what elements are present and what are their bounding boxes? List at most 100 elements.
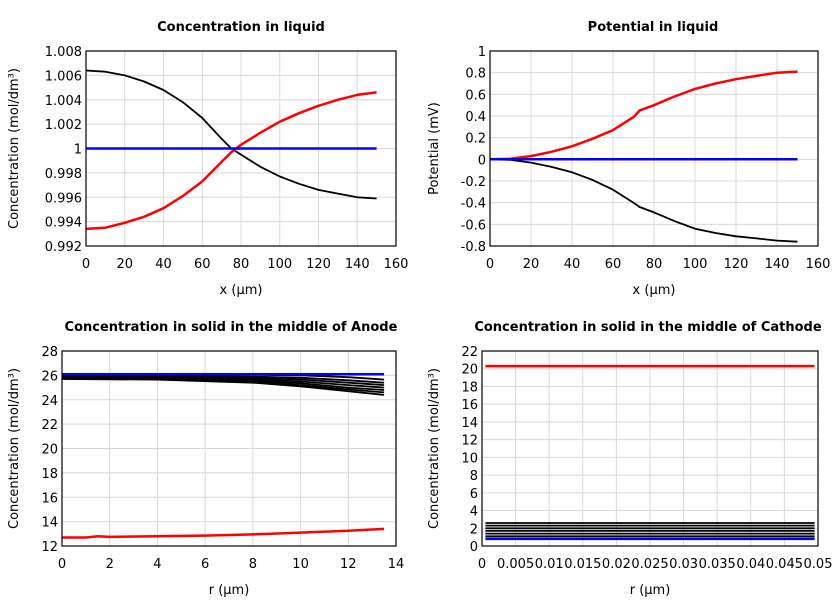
- subplot-3: 0 2 4 6 8 10 12 14121416182022242628Concentrati…: [7, 320, 404, 598]
- y-tick-label: 14: [461, 416, 478, 431]
- y-tick-label: 20: [461, 363, 478, 378]
- y-tick-label: 28: [41, 345, 58, 360]
- x-tick-label: 40: [155, 257, 172, 272]
- y-tick-label: 2: [470, 522, 478, 537]
- x-tick-label: 0: [486, 257, 494, 272]
- x-tick-label: 0.02: [602, 557, 631, 572]
- x-tick-label: 160: [806, 257, 831, 272]
- y-tick-label: 0.6: [465, 88, 486, 103]
- y-tick-label: 18: [461, 380, 478, 395]
- y-tick-label: -0.6: [461, 218, 486, 233]
- y-tick-label: 1.002: [45, 118, 82, 133]
- plot-frame: [489, 50, 819, 247]
- y-tick-label: 10: [461, 451, 478, 466]
- series-line-1: [85, 69, 377, 200]
- x-axis-label: r (µm): [630, 583, 671, 598]
- x-tick-label: 140: [345, 257, 370, 272]
- x-tick-label: 140: [765, 257, 790, 272]
- y-tick-label: 22: [41, 418, 58, 433]
- y-tick-label: -0.4: [461, 197, 486, 212]
- series-line-2: [85, 91, 377, 231]
- x-tick-label: 0: [478, 557, 486, 572]
- x-tick-label: 60: [605, 257, 622, 272]
- x-tick-label: 0.005: [497, 557, 534, 572]
- x-tick-label: 80: [233, 257, 250, 272]
- y-axis-label: Concentration (mol/dm³): [7, 368, 22, 529]
- series-line-2: [489, 158, 798, 243]
- y-tick-label: 0.996: [45, 191, 82, 206]
- y-tick-label: 0.998: [45, 167, 82, 182]
- x-tick-label: 10: [292, 557, 309, 572]
- chart-title: Potential in liquid: [588, 20, 719, 35]
- y-tick-label: 1.006: [45, 69, 82, 84]
- x-tick-label: 100: [267, 257, 292, 272]
- chart-title: Concentration in solid in the middle of …: [474, 320, 822, 335]
- y-tick-label: 18: [41, 467, 58, 482]
- y-tick-label: 0.994: [45, 216, 82, 231]
- y-tick-label: 1.004: [45, 94, 82, 109]
- x-tick-label: 20: [523, 257, 540, 272]
- chart-title: Concentration in solid in the middle of …: [65, 320, 398, 335]
- subplot-2: 0 20 40 60 80 100 120 140 160 -0.8 -0.6 -0.4 -0.2 0 0.…: [427, 20, 830, 298]
- y-tick-label: 1: [478, 45, 486, 60]
- x-axis-label: r (µm): [209, 583, 250, 598]
- y-tick-label: 6: [470, 487, 478, 502]
- y-tick-label: 20: [41, 443, 58, 458]
- y-tick-label: 12: [41, 540, 58, 555]
- plot-frame: [61, 350, 397, 547]
- x-tick-label: 2: [106, 557, 114, 572]
- y-tick-label: 0: [470, 540, 478, 555]
- x-tick-label: 12: [340, 557, 357, 572]
- x-tick-label: 8: [249, 557, 257, 572]
- x-axis-label: x (µm): [633, 283, 676, 298]
- plot-frame: [481, 350, 819, 547]
- x-tick-label: 0.035: [699, 557, 736, 572]
- y-tick-label: 26: [41, 369, 58, 384]
- y-tick-label: 14: [41, 516, 58, 531]
- x-tick-label: 6: [201, 557, 209, 572]
- x-tick-label: 4: [153, 557, 161, 572]
- x-tick-label: 40: [564, 257, 581, 272]
- x-tick-label: 0.045: [766, 557, 803, 572]
- y-tick-label: 0.2: [465, 132, 486, 147]
- y-tick-label: 0.4: [465, 110, 486, 125]
- x-tick-label: 14: [388, 557, 405, 572]
- y-axis-label: Concentration (mol/dm³): [427, 368, 442, 529]
- x-tick-label: 0.015: [564, 557, 601, 572]
- series-line-1: [489, 70, 798, 161]
- x-tick-label: 120: [306, 257, 331, 272]
- subplot-4: 0 0.005 0.01 0.015 0.02 0.025 0.03 0.035 0.04 0.0…: [427, 320, 832, 598]
- plot-frame: [85, 50, 397, 247]
- series-line-9: [62, 527, 385, 539]
- x-tick-label: 0.03: [669, 557, 698, 572]
- y-tick-label: 0: [478, 153, 486, 168]
- x-tick-label: 60: [194, 257, 211, 272]
- x-tick-label: 0.025: [631, 557, 668, 572]
- y-tick-label: 4: [470, 505, 478, 520]
- y-axis-label: Potential (mV): [427, 102, 442, 195]
- x-tick-label: 80: [646, 257, 663, 272]
- chart-title: Concentration in liquid: [157, 20, 325, 35]
- x-tick-label: 0.01: [535, 557, 564, 572]
- y-tick-label: 1.008: [45, 45, 82, 60]
- x-tick-label: 20: [116, 257, 133, 272]
- x-tick-label: 100: [683, 257, 708, 272]
- y-tick-label: -0.8: [461, 240, 486, 255]
- x-tick-label: 160: [384, 257, 409, 272]
- x-tick-label: 0.04: [736, 557, 765, 572]
- x-tick-label: 120: [724, 257, 749, 272]
- y-tick-label: 16: [461, 398, 478, 413]
- y-tick-label: 24: [41, 394, 58, 409]
- x-axis-label: x (µm): [220, 283, 263, 298]
- y-tick-label: 16: [41, 491, 58, 506]
- subplot-1: 0 20 40 60 80 100 120 140 160 0.992 0.994 0.996 0.99…: [7, 20, 408, 298]
- y-tick-label: 12: [461, 434, 478, 449]
- x-tick-label: 0: [58, 557, 66, 572]
- series-line-5: [61, 376, 385, 391]
- y-tick-label: 0.8: [465, 67, 486, 82]
- y-tick-label: 1: [74, 143, 82, 158]
- y-axis-label: Concentration (mol/dm³): [7, 68, 22, 229]
- y-tick-label: 0.992: [45, 240, 82, 255]
- x-tick-label: 0: [82, 257, 90, 272]
